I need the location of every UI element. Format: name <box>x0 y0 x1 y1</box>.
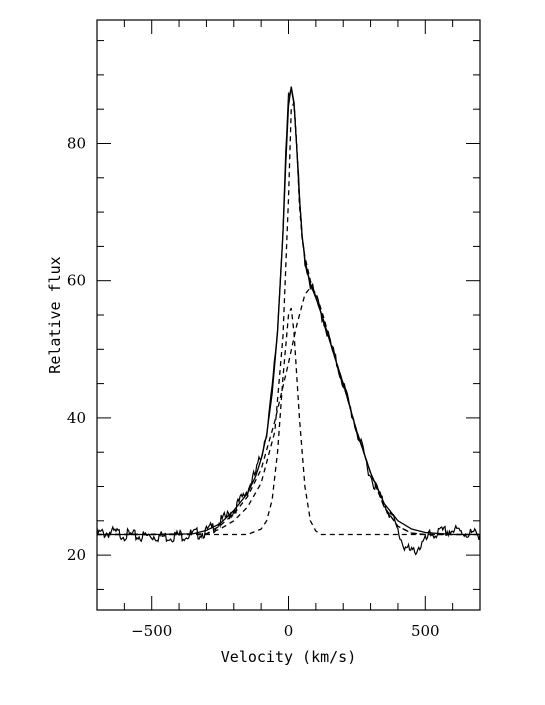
series-3-line <box>97 286 480 536</box>
x-tick-label: 0 <box>284 622 294 640</box>
series-layer <box>97 86 480 556</box>
tick-labels: −500 0 500 20 40 60 80 <box>67 134 440 640</box>
x-axis-label: Velocity (km/s) <box>221 648 356 666</box>
series-0-line <box>97 87 480 556</box>
y-tick-label: 80 <box>67 134 86 152</box>
series-1-line <box>97 86 480 536</box>
y-tick-label: 40 <box>67 409 86 427</box>
ticks-layer <box>97 20 480 610</box>
x-tick-label: −500 <box>131 622 172 640</box>
y-tick-label: 60 <box>67 272 86 290</box>
series-4-line <box>97 307 480 536</box>
y-tick-label: 20 <box>67 546 86 564</box>
y-axis-label: Relative flux <box>46 256 64 373</box>
x-tick-label: 500 <box>411 622 440 640</box>
